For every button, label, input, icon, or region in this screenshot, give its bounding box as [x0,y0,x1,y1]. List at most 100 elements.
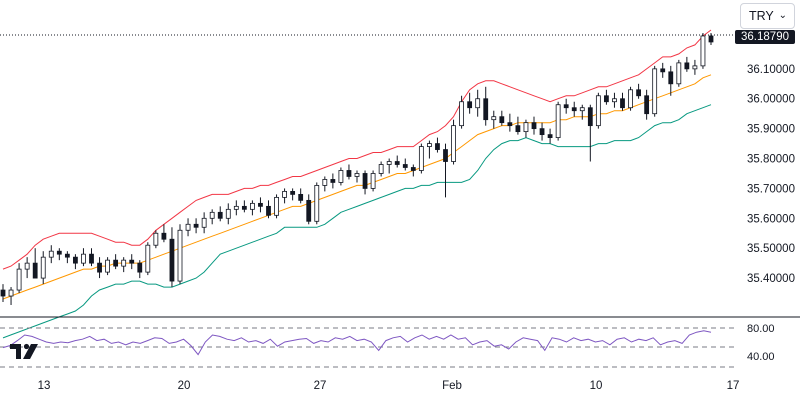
time-axis: 13 20 27 Feb 10 17 [38,380,740,392]
price-axis-label: 35.40000 [747,273,795,285]
candle [571,101,577,117]
candle-body [394,161,400,165]
candle-body [145,244,151,273]
candle [435,137,440,153]
candle-body [443,149,448,162]
candle-body [250,202,255,210]
rsi-axis-label: 40.00 [747,351,775,363]
bollinger-bands [2,29,712,339]
candle-body [579,107,585,112]
candle [523,119,529,138]
candle-body [612,98,617,103]
candle [394,155,400,168]
candle [427,140,432,159]
candle [201,212,207,234]
candle-body [354,173,360,177]
candle [563,98,569,114]
candle [241,200,247,213]
candle [555,101,561,141]
candle-body [241,205,247,210]
candle [378,161,384,177]
candle [539,122,545,141]
candle-body [8,289,14,297]
candle-body [386,161,392,165]
candle-body [410,167,416,171]
price-axis-label: 35.80000 [747,154,795,166]
rsi-axis-label: 80.00 [747,323,775,335]
candle [16,263,22,294]
candle-body [16,268,22,291]
candle-body [105,259,110,273]
candle [169,227,175,288]
candle-body [48,250,54,258]
candle-body [201,217,207,228]
candle-body [161,232,167,240]
candle [298,188,304,204]
candle [595,92,601,129]
candle [459,95,464,129]
bb-upper-line [2,29,712,270]
candle-body [330,179,336,183]
candle-body [338,170,344,183]
candle-body [660,68,666,73]
candle [121,257,127,273]
candle-body [604,95,609,103]
candle-body [652,68,658,115]
candle [475,89,481,117]
candle-body [620,98,625,109]
candle-body [708,35,714,43]
candle-body [290,191,296,195]
candle [700,32,706,69]
candle [81,248,86,267]
candle [491,110,497,129]
candle-body [97,262,102,273]
candle [676,59,682,87]
candle-body [595,95,601,127]
candle [258,197,263,213]
tradingview-logo-icon[interactable] [10,340,44,360]
candle [161,224,167,243]
candle [73,254,78,270]
candle [97,257,102,279]
candle-body [32,262,38,279]
candle-body [137,262,143,273]
candle [217,206,223,222]
candle-body [483,98,489,121]
currency-select-value: TRY [749,9,774,23]
time-axis-label: 17 [727,380,740,392]
candle-body [451,125,456,162]
candle [233,200,239,216]
candle-body [129,259,135,264]
candle [443,143,448,198]
candle [137,260,143,279]
price-axis-label: 35.60000 [747,213,795,225]
candle [418,143,424,174]
chevron-down-icon: ⌄ [778,10,787,21]
candle-body [0,289,6,297]
candle-body [89,253,94,264]
currency-select[interactable]: TRY ⌄ [740,3,795,29]
price-axis-label: 36.00000 [747,94,795,106]
candle-body [636,89,641,97]
candle [274,194,279,219]
candle [145,242,151,276]
candle [531,116,537,135]
candle-body [418,146,424,171]
candle-body [402,164,408,168]
candlestick-series [0,32,714,305]
candle [362,170,368,195]
candle [402,158,408,171]
candle-body [378,164,384,174]
candle-body [24,262,30,270]
candle-body [467,101,473,109]
candle-body [587,107,593,127]
candle [499,110,505,126]
candle [32,248,38,279]
candle [89,248,94,267]
candle [64,251,70,264]
candle-body [298,193,304,201]
candle-body [346,170,352,177]
candle [282,188,287,204]
candle-body [644,95,650,115]
